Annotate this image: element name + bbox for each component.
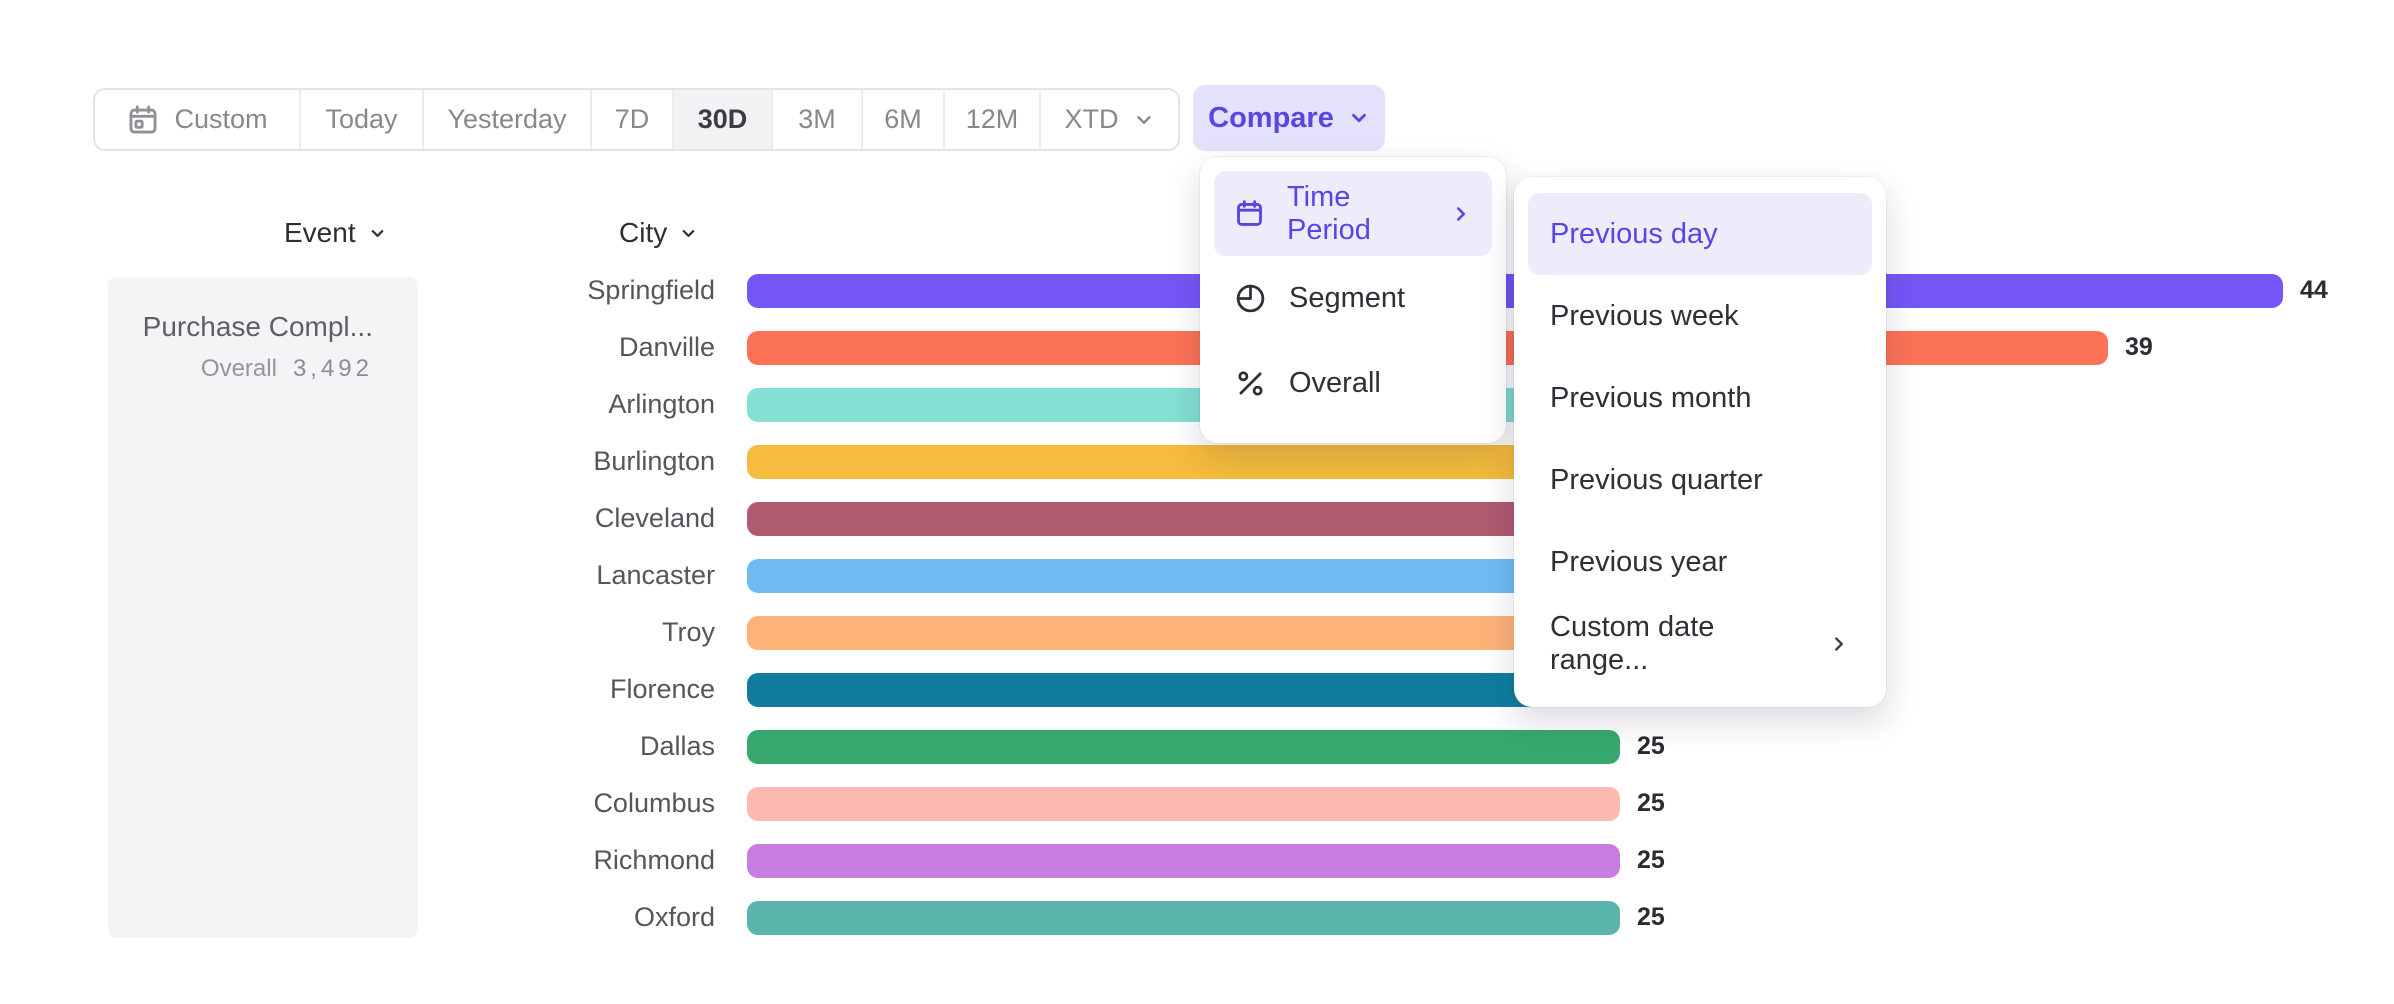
menu-item-overall[interactable]: Overall [1214,341,1492,426]
date-range-30d-button[interactable]: 30D [672,90,771,149]
date-range-3m-button[interactable]: 3M [771,90,861,149]
chevron-down-icon [682,229,695,237]
chart-row: Richmond 25 [400,832,1665,889]
category-label: Oxford [633,902,715,932]
category-label: Lancaster [596,560,715,590]
calendar-icon [1237,200,1262,226]
category-label: Burlington [593,446,715,476]
bar-value: 39 [2125,333,2153,361]
date-range-yesterday-button[interactable]: Yesterday [422,90,590,149]
date-range-xtd-button[interactable]: XTD [1039,90,1178,149]
chevron-down-icon [1351,113,1366,123]
category-label: Florence [609,674,715,704]
category-label: Troy [662,617,715,647]
menu-item-segment[interactable]: Segment [1214,256,1492,341]
time-period-submenu: Previous day Previous week Previous mont… [1514,177,1886,707]
event-overall-metric: Overall 3,492 [143,355,373,383]
compare-button[interactable]: Compare [1193,85,1385,151]
menu-item-previous-month[interactable]: Previous month [1550,381,1752,414]
percent-icon [1238,371,1263,396]
date-range-custom-button[interactable]: Custom [95,90,299,149]
bar-value: 25 [1637,846,1665,874]
date-range-12m-button[interactable]: 12M [943,90,1039,149]
bar-value: 25 [1637,903,1665,931]
menu-item-custom-date-range[interactable]: Custom date range... [1528,603,1872,685]
menu-item-time-period[interactable]: Time Period [1214,171,1492,256]
category-label: Springfield [587,275,715,305]
menu-item-previous-year[interactable]: Previous year [1550,545,1728,578]
event-name: Purchase Compl... [142,311,373,342]
category-label: Arlington [608,389,715,419]
category-label: Cleveland [594,503,715,533]
segment-icon [1236,284,1265,313]
date-range-today-button[interactable]: Today [299,90,422,149]
date-range-toolbar: Custom Today Yesterday 7D 30D 3M 6M 12M … [93,88,1180,151]
calendar-icon [130,105,157,133]
chevron-right-icon [1835,637,1843,651]
date-range-6m-button[interactable]: 6M [861,90,943,149]
metric-label: Overall [200,355,277,382]
city-column-header[interactable]: City [619,217,698,249]
category-label: Danville [618,332,715,362]
menu-item-previous-day[interactable]: Previous day [1528,193,1872,275]
category-label: Columbus [593,788,715,818]
bar-dallas[interactable] [747,729,1620,764]
bar-richmond[interactable] [747,843,1620,878]
menu-item-previous-week[interactable]: Previous week [1550,299,1739,332]
event-column-header[interactable]: Event [284,217,387,249]
bar-columbus[interactable] [747,786,1620,821]
category-label: Dallas [639,731,715,761]
chart-row: Oxford 25 [400,889,1665,946]
chevron-down-icon [1136,115,1151,124]
metric-value: 3,492 [292,355,373,382]
chevron-right-icon [1456,206,1466,221]
bar-value: 25 [1637,789,1665,817]
compare-menu: Time Period Segment Overall [1200,157,1506,443]
date-range-7d-button[interactable]: 7D [590,90,672,149]
chevron-down-icon [371,229,383,237]
category-label: Richmond [593,845,715,875]
bar-value: 44 [2300,276,2328,304]
date-range-label: Custom [174,104,268,134]
chart-row: Dallas 25 [400,718,1665,775]
chart-row: Florence [400,661,1689,718]
bar-value: 25 [1637,732,1665,760]
chart-row: Columbus 25 [400,775,1665,832]
bar-oxford[interactable] [747,900,1620,935]
menu-item-previous-quarter[interactable]: Previous quarter [1550,463,1763,496]
event-card[interactable]: Purchase Compl... Overall 3,492 [108,277,418,938]
